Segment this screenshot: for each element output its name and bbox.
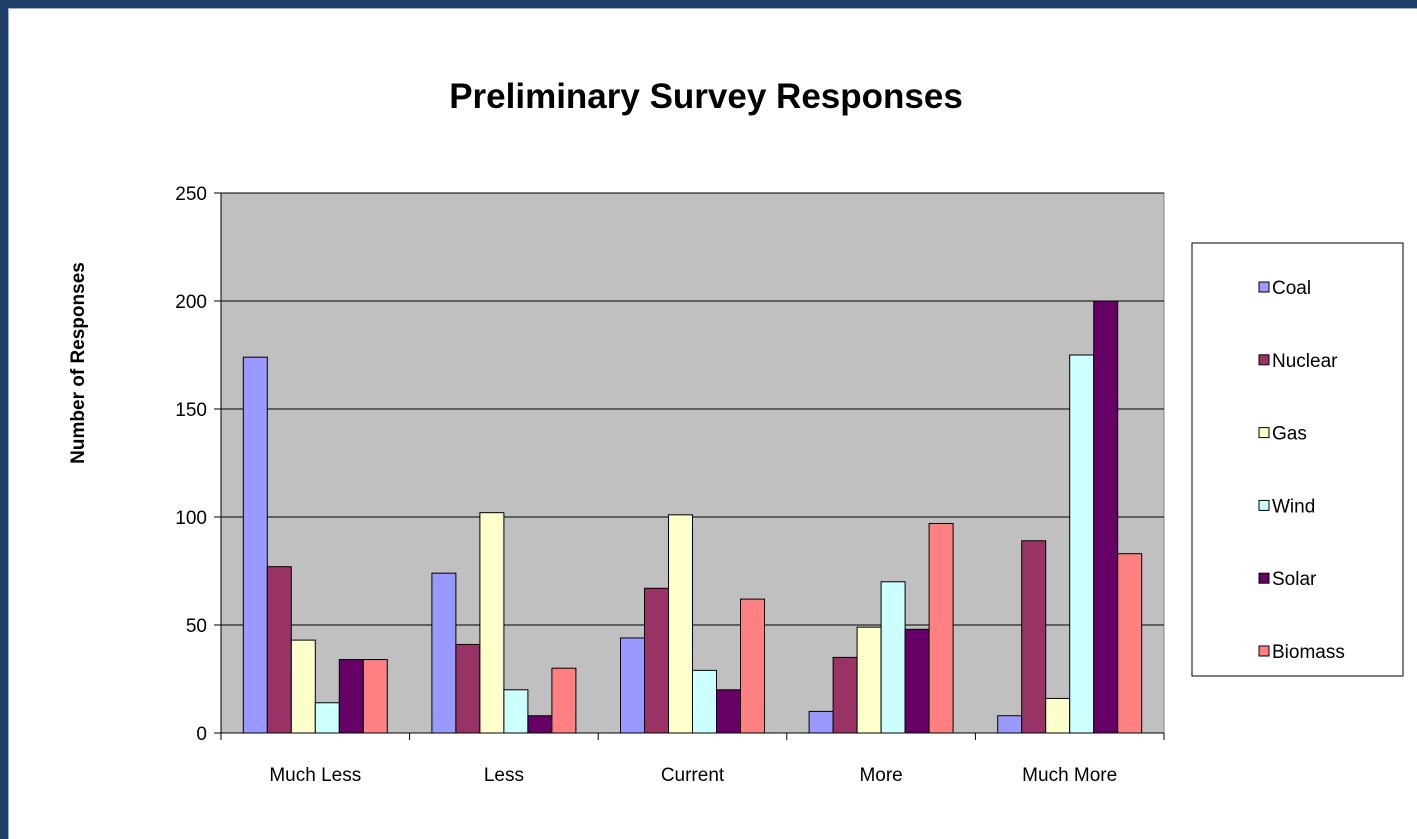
bar-biomass-more (928, 522, 954, 734)
y-tick-label: 150 (175, 400, 207, 421)
legend-swatch-wind (1258, 499, 1270, 511)
bar-gas-current (668, 514, 693, 734)
y-tick-label: 200 (175, 292, 207, 313)
legend-label-coal: Coal (1272, 278, 1311, 299)
bar-solar-less (527, 715, 553, 734)
bar-gas-much-less (290, 639, 316, 734)
x-tick-label: Current (661, 765, 725, 786)
bar-biomass-much-more (1117, 553, 1143, 734)
bar-biomass-less (551, 667, 577, 734)
x-tick-label: Less (484, 765, 524, 786)
bar-coal-current (620, 637, 645, 734)
x-tick-label: Much Less (269, 765, 361, 786)
bar-wind-less (503, 689, 529, 734)
bar-nuclear-much-more (1021, 540, 1047, 734)
legend-swatch-gas (1258, 427, 1270, 439)
bars-group (242, 300, 1143, 734)
legend-swatch-solar (1258, 572, 1270, 584)
bar-wind-more (880, 581, 906, 734)
bar-coal-much-more (997, 715, 1023, 734)
x-tick-label: More (859, 765, 902, 786)
bar-wind-much-less (314, 702, 340, 734)
legend-swatch-biomass (1258, 645, 1270, 657)
x-tick-labels: Much Less Less Current More Much More (269, 765, 1117, 786)
legend-label-solar: Solar (1272, 569, 1317, 590)
legend-label-gas: Gas (1272, 424, 1307, 445)
y-axis-label: Number of Responses (68, 262, 89, 464)
chart-title: Preliminary Survey Responses (449, 77, 963, 116)
bar-nuclear-more (832, 656, 858, 734)
legend-label-wind: Wind (1272, 496, 1315, 517)
bar-nuclear-less (455, 643, 481, 734)
y-tick-label: 100 (175, 508, 207, 529)
legend-box (1191, 242, 1404, 677)
bar-nuclear-much-less (266, 566, 292, 734)
legend-swatch-nuclear (1258, 354, 1270, 366)
legend-label-nuclear: Nuclear (1272, 351, 1338, 372)
bar-gas-more (856, 626, 882, 734)
bar-coal-less (431, 572, 457, 734)
bar-wind-current (692, 669, 717, 734)
bar-coal-much-less (242, 356, 268, 734)
slide-frame: Preliminary Survey Responses Number of R… (8, 8, 1417, 839)
y-tick-label: 250 (175, 184, 207, 205)
survey-bar-chart: Preliminary Survey Responses Number of R… (68, 77, 1404, 786)
bar-wind-much-more (1069, 354, 1095, 734)
legend-label-biomass: Biomass (1272, 642, 1345, 663)
bar-solar-much-less (338, 659, 364, 734)
x-tick-label: Much More (1022, 765, 1117, 786)
bar-solar-much-more (1093, 300, 1119, 734)
y-tick-label: 50 (186, 616, 207, 637)
legend-swatch-coal (1258, 281, 1270, 293)
bar-biomass-current (740, 598, 765, 734)
bar-biomass-much-less (362, 659, 388, 734)
y-tick-labels: 0 50 100 150 200 250 (175, 184, 207, 745)
bar-solar-current (716, 689, 741, 734)
bar-nuclear-current (644, 587, 669, 734)
bar-coal-more (808, 710, 834, 734)
legend: Coal Nuclear Gas Wind Solar Biomass (1191, 242, 1404, 677)
bar-gas-less (479, 512, 505, 734)
bar-solar-more (904, 628, 930, 734)
axes (214, 192, 1165, 740)
y-tick-label: 0 (196, 724, 207, 745)
bar-gas-much-more (1045, 697, 1071, 734)
